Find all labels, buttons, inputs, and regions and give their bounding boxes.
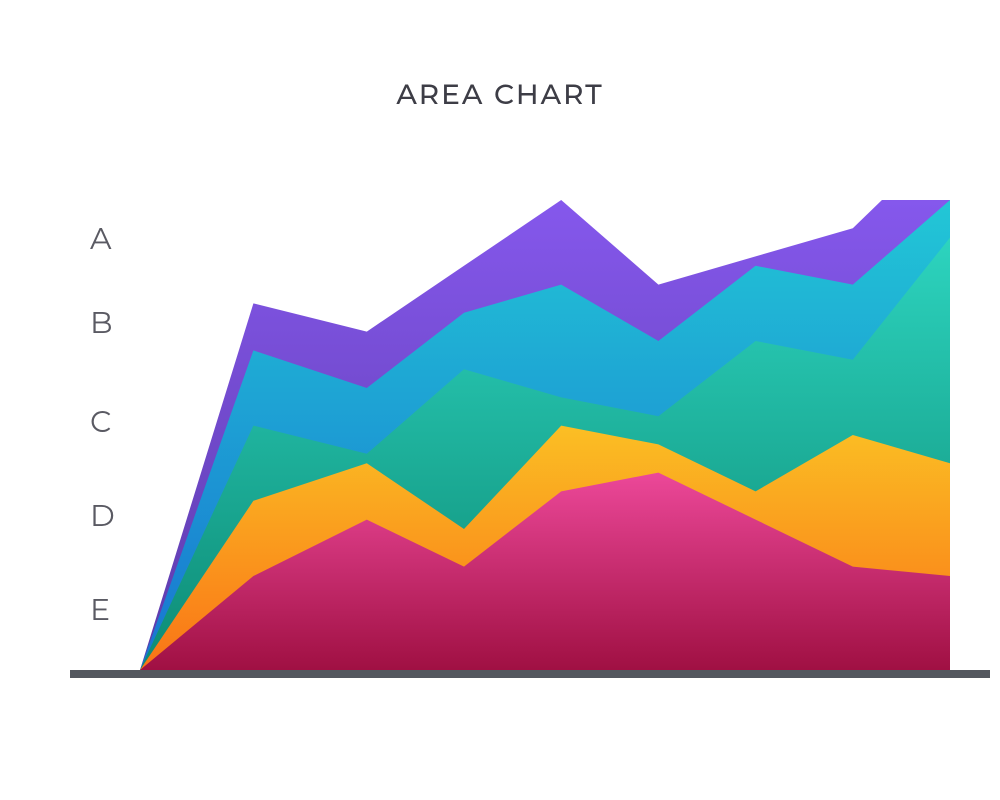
area-chart: A B C D E (70, 200, 950, 690)
y-axis-label-e: E (90, 591, 110, 628)
chart-plot (140, 200, 950, 670)
y-axis-label-d: D (90, 497, 115, 534)
y-axis-label-a: A (90, 220, 112, 257)
chart-title: AREA CHART (0, 78, 1000, 112)
y-axis-label-c: C (90, 403, 111, 440)
x-axis-baseline (70, 670, 990, 678)
y-axis-label-b: B (90, 304, 113, 341)
y-axis-labels: A B C D E (70, 200, 140, 670)
